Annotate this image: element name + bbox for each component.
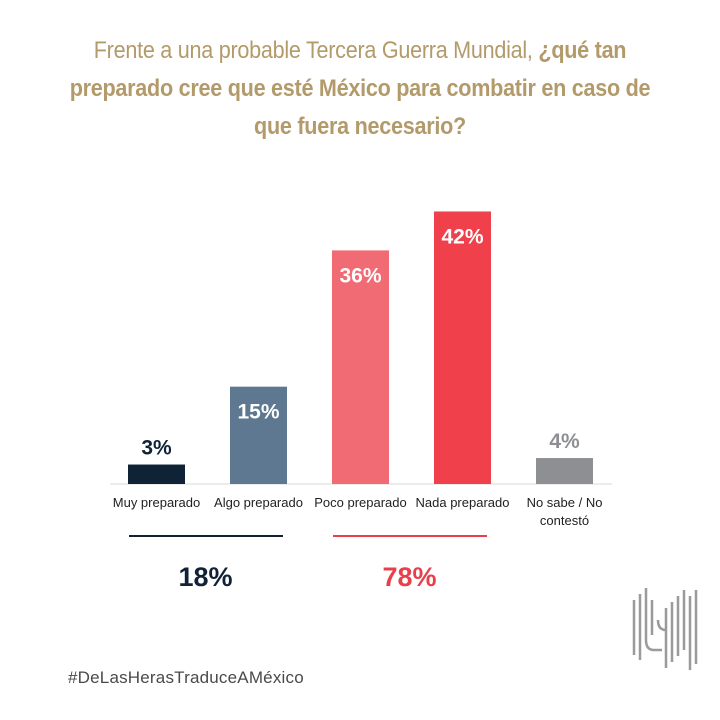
category-label-2: Poco preparado: [314, 495, 407, 510]
bar-value-label-2: 36%: [339, 264, 381, 287]
bar-1: [230, 386, 287, 484]
category-label-4-line2: contestó: [540, 513, 589, 528]
bar-3: [434, 211, 491, 484]
hashtag: #DeLasHerasTraduceAMéxico: [68, 668, 304, 687]
chart-title: Frente a una probable Tercera Guerra Mun…: [63, 32, 657, 146]
bar-value-label-0: 3%: [141, 437, 172, 460]
category-label-3: Nada preparado: [416, 495, 510, 510]
bar-2: [332, 250, 389, 484]
bar-value-label-1: 15%: [237, 401, 279, 424]
group-total-prepared: 18%: [178, 562, 233, 592]
bar-value-label-4: 4%: [549, 430, 580, 453]
category-label-0: Muy preparado: [113, 495, 200, 510]
bar-value-label-3: 42%: [441, 225, 483, 248]
bar-4: [536, 458, 593, 484]
bar-0: [128, 464, 185, 484]
group-total-unprepared: 78%: [382, 562, 437, 592]
chart-title-bold: ¿qué tan preparado cree que esté México …: [69, 37, 651, 140]
group-line-unprepared: [332, 535, 487, 537]
group-line-prepared: [128, 535, 283, 537]
category-label-4: No sabe / No: [527, 495, 603, 510]
category-label-1: Algo preparado: [214, 495, 303, 510]
chart-title-normal: Frente a una probable Tercera Guerra Mun…: [93, 37, 539, 64]
de-las-heras-logo-icon: [632, 588, 698, 670]
